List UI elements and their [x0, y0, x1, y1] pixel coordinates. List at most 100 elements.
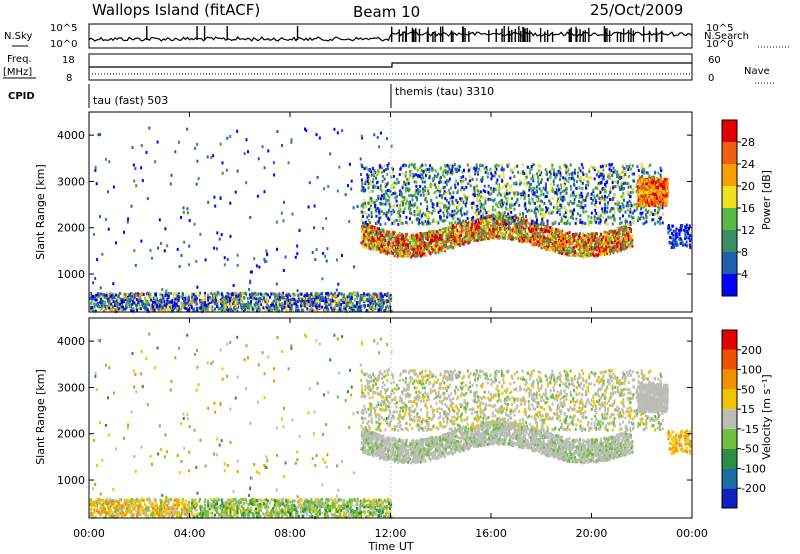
range-cell	[568, 253, 571, 257]
range-cell	[95, 298, 97, 302]
range-cell	[424, 189, 427, 193]
range-cell	[475, 236, 478, 240]
range-cell	[402, 234, 405, 238]
range-cell	[150, 305, 153, 309]
range-cell	[322, 251, 325, 255]
range-cell	[133, 301, 136, 305]
range-cell	[284, 255, 287, 259]
range-cell	[606, 206, 609, 210]
range-cell	[160, 295, 162, 299]
range-cell	[640, 207, 643, 211]
range-cell	[577, 246, 580, 250]
range-cell	[429, 252, 432, 256]
range-cell	[392, 241, 395, 245]
range-cell	[304, 304, 307, 308]
range-cell	[337, 294, 339, 298]
range-cell	[495, 230, 498, 234]
range-cell	[314, 258, 317, 261]
range-cell	[583, 238, 586, 242]
range-cell	[407, 239, 409, 243]
range-cell	[348, 293, 351, 297]
range-cell	[569, 194, 572, 198]
range-cell	[102, 293, 105, 297]
range-cell	[316, 292, 319, 295]
range-cell	[357, 307, 359, 311]
range-cell	[604, 194, 606, 198]
range-cell	[234, 304, 237, 307]
range-cell	[173, 292, 176, 296]
range-cell	[498, 236, 500, 240]
range-cell	[177, 308, 180, 312]
range-cell	[464, 219, 467, 223]
range-cell	[604, 238, 607, 242]
range-cell	[418, 238, 421, 242]
range-cell	[383, 242, 386, 246]
range-cell	[280, 292, 283, 296]
range-cell	[407, 254, 410, 258]
range-cell	[381, 240, 384, 244]
range-cell	[243, 302, 246, 306]
range-cell	[627, 234, 630, 238]
range-cell	[270, 292, 273, 296]
range-cell	[392, 185, 395, 189]
range-cell	[303, 294, 306, 298]
range-cell	[216, 302, 219, 306]
range-cell	[257, 157, 260, 161]
range-cell	[449, 229, 452, 233]
range-cell	[340, 309, 343, 313]
range-cell	[186, 211, 189, 215]
range-cell	[89, 307, 92, 311]
range-cell	[201, 307, 204, 311]
range-cell	[454, 229, 457, 233]
range-cell	[538, 244, 540, 248]
range-cell	[165, 305, 168, 309]
range-cell	[379, 223, 382, 227]
range-cell	[501, 179, 504, 183]
range-cell	[440, 218, 443, 222]
freq-tick-left-top: 18	[62, 55, 75, 66]
range-cell	[481, 234, 484, 238]
range-cell	[96, 258, 99, 262]
range-cell	[598, 249, 601, 253]
range-cell	[613, 250, 616, 254]
range-cell	[167, 296, 170, 300]
range-cell	[92, 309, 95, 313]
range-cell	[535, 227, 538, 231]
range-cell	[106, 294, 109, 298]
range-cell	[363, 233, 366, 237]
range-cell	[448, 239, 451, 243]
range-cell	[346, 295, 349, 299]
range-cell	[99, 133, 102, 137]
range-cell	[478, 225, 480, 229]
range-cell	[273, 307, 276, 311]
noise-tick-right-top: 10^5	[706, 23, 733, 34]
range-cell	[522, 239, 525, 243]
range-cell	[540, 237, 543, 241]
range-cell	[221, 304, 224, 308]
range-cell	[553, 244, 556, 248]
range-cell	[549, 242, 552, 246]
range-cell	[104, 157, 107, 161]
range-cell	[624, 234, 627, 237]
range-cell	[153, 300, 156, 304]
range-cell	[129, 292, 132, 296]
range-cell	[392, 251, 395, 255]
range-cell	[285, 294, 288, 298]
range-cell	[100, 297, 103, 301]
range-cell	[324, 302, 326, 306]
range-cell	[478, 220, 480, 224]
range-cell	[397, 180, 400, 184]
range-cell	[590, 211, 593, 215]
range-cell	[180, 308, 182, 311]
range-cell	[543, 201, 546, 205]
range-cell	[577, 212, 579, 216]
range-cell	[386, 292, 389, 296]
range-cell	[219, 298, 222, 302]
range-cell	[595, 205, 598, 209]
range-cell	[290, 140, 293, 144]
range-cell	[379, 292, 382, 296]
range-cell	[134, 263, 137, 267]
range-cell	[577, 237, 580, 241]
range-cell	[307, 205, 310, 209]
range-cell	[336, 258, 338, 262]
